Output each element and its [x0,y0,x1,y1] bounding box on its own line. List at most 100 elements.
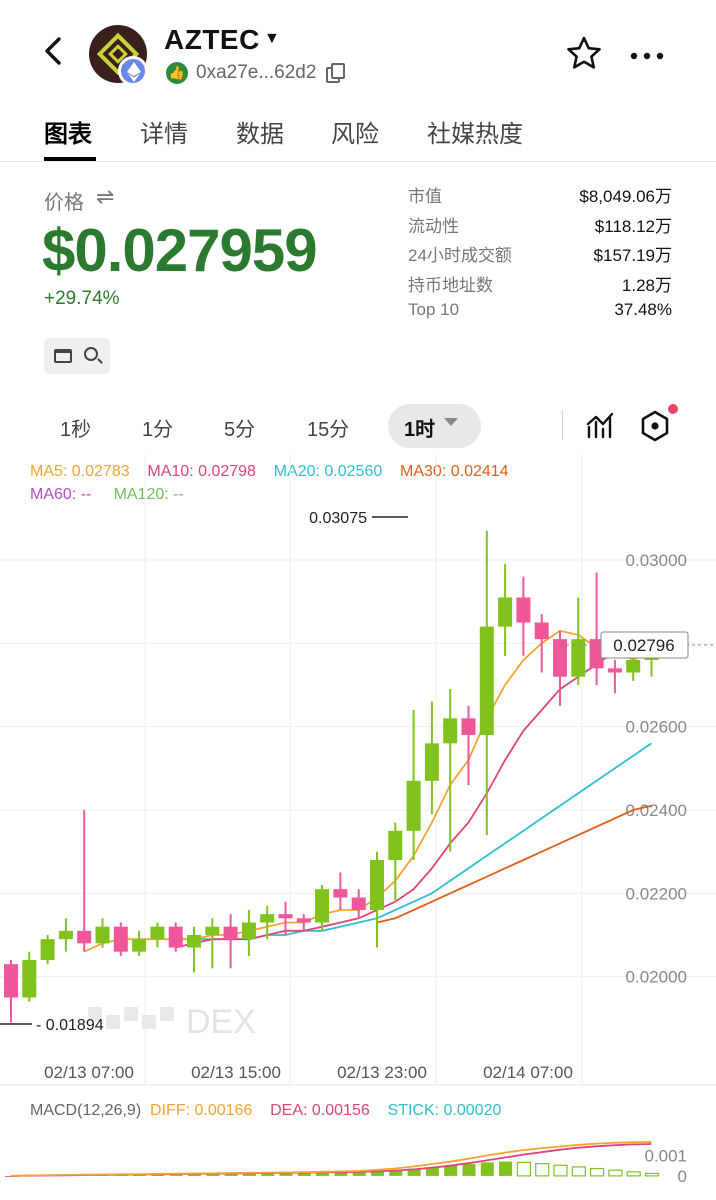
ma10-legend: MA10: 0.02798 [147,463,256,480]
indicator-chart-icon[interactable] [586,410,614,440]
x-tick-label: 02/13 15:00 [191,1063,281,1082]
caret-down-icon[interactable]: ▼ [264,30,280,47]
ma30-line [376,804,652,924]
macd-histogram-bar [242,1173,256,1176]
macd-histogram-bar [626,1171,641,1177]
stat-liquidity: 流动性 $118.12万 [408,212,672,242]
watermark-block [88,1007,102,1021]
y-tick-label: 0.02400 [626,801,687,820]
candle-up [150,926,165,940]
macd-histogram-bar [371,1170,384,1176]
watermark-block [106,1015,120,1029]
candle-up [315,889,330,923]
watermark-block [160,1007,174,1021]
macd-histogram-bar [425,1167,439,1176]
candle-down [553,639,567,677]
macd-histogram-bar [297,1172,311,1176]
macd-histogram-bar [206,1173,220,1176]
candle-down [113,926,128,952]
candle-up [40,939,55,960]
macd-histogram-bar [334,1171,348,1176]
tab-active-indicator [44,157,96,161]
tab-risk[interactable]: 风险 [331,121,379,148]
x-tick-label: 02/13 23:00 [337,1063,427,1082]
interval-1h-dropdown[interactable]: 1时 [388,404,481,448]
macd-histogram-bar [261,1172,275,1176]
search-icon [84,347,98,361]
more-button[interactable] [630,40,664,64]
more-dots-icon [630,52,664,60]
stat-value: $118.12万 [594,216,672,236]
candle-down [4,964,18,998]
back-button[interactable] [36,36,72,72]
tab-data[interactable]: 数据 [236,121,284,148]
candle-up [205,926,220,935]
candle-up [626,660,641,673]
macd-y-tick: 0 [678,1167,687,1186]
address-row: 👍 0xa27e...62d2 [166,60,346,86]
chart-area[interactable]: MA5: 0.02783 MA10: 0.02798 MA20: 0.02560… [0,455,716,1200]
settings-hexagon-icon[interactable] [640,410,670,442]
copy-icon[interactable] [324,62,346,84]
chevron-left-icon [45,37,61,65]
candlestick-chart[interactable]: 0.030000.028000.026000.024000.022000.020… [0,455,716,1200]
price-change: +29.74% [44,288,120,309]
macd-histogram-bar [608,1169,623,1177]
candle-up [479,626,494,735]
interval-1m[interactable]: 1分 [142,419,174,441]
macd-histogram-bar [407,1168,421,1176]
ma120-legend: MA120: -- [113,486,184,503]
candle-up [241,922,256,940]
macd-histogram-bar [316,1172,330,1176]
interval-5m[interactable]: 5分 [224,419,256,441]
ma5-legend: MA5: 0.02783 [30,463,130,480]
macd-histogram-bar [589,1167,605,1177]
token-name[interactable]: AZTEC [164,24,260,55]
candle-up [443,718,458,744]
stat-top10: Top 10 37.48% [408,300,672,330]
tab-details[interactable]: 详情 [140,121,188,148]
interval-active-label: 1时 [404,419,436,441]
ma20-legend: MA20: 0.02560 [273,463,383,480]
tab-chart[interactable]: 图表 [44,121,92,148]
x-tick-label: 02/14 07:00 [483,1063,573,1082]
macd-histogram-bar [499,1161,513,1176]
x-tick-label: 02/13 07:00 [44,1063,134,1082]
current-price: $0.027959 [42,217,318,284]
stat-value: $157.19万 [593,246,672,265]
tab-social[interactable]: 社媒热度 [427,121,523,148]
candle-up [498,597,513,627]
candle-down [607,668,622,673]
macd-histogram-bar [535,1163,550,1177]
candle-up [406,780,421,831]
ma-legend-row2: MA60: -- MA120: -- [30,486,184,504]
candle-up [22,960,37,998]
candle-up [260,914,275,923]
macd-label: MACD(12,26,9) [30,1102,142,1119]
price-label: 价格 [44,192,84,214]
favorite-button[interactable] [564,34,604,74]
stat-volume-24h: 24小时成交额 $157.19万 [408,241,672,271]
macd-histogram-bar [352,1171,366,1176]
candle-up [571,639,586,677]
ma-legend-row1: MA5: 0.02783 MA10: 0.02798 MA20: 0.02560… [30,463,509,481]
candle-down [589,639,604,669]
current-price-label: 0.02796 [613,636,674,655]
stat-label: 持币地址数 [408,275,493,295]
stat-label: Top 10 [408,300,460,319]
macd-histogram-bar [571,1166,586,1177]
macd-legend: MACD(12,26,9) DIFF: 0.00166 DEA: 0.00156… [30,1102,501,1120]
tab-bar: 图表 详情 数据 风险 社媒热度 [0,108,716,162]
candle-down [77,930,92,944]
y-tick-label: 0.02200 [626,884,687,903]
contract-address: 0xa27e...62d2 [196,62,317,83]
chart-tools-button[interactable] [44,338,110,374]
stat-label: 24小时成交额 [408,246,512,265]
stat-value: 1.28万 [621,275,672,295]
stat-market-cap: 市值 $8,049.06万 [408,182,672,212]
interval-15m[interactable]: 15分 [307,419,350,441]
high-price-label: 0.03075 [309,510,367,527]
interval-1s[interactable]: 1秒 [60,419,92,441]
ma5-line [83,629,652,953]
swap-icon[interactable]: ⇌ [96,184,115,209]
